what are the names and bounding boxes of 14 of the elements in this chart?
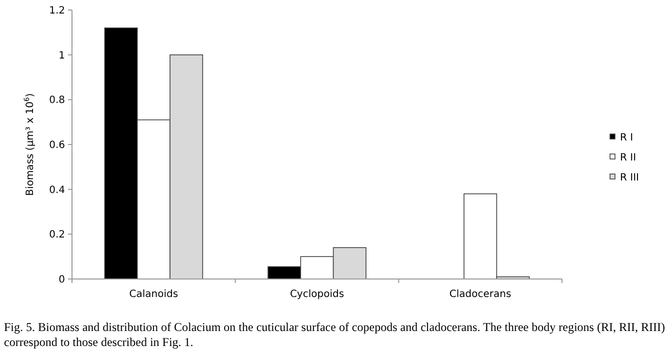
y-tick-label: 0.4 (49, 184, 65, 196)
y-tick-label: 1 (58, 50, 65, 62)
x-tick-label: Calanoids (129, 289, 178, 300)
y-tick-label: 0.2 (49, 230, 65, 241)
x-tick-label: Cyclopoids (290, 289, 344, 300)
y-tick-label: 0.8 (49, 95, 65, 106)
x-tick-label: Cladocerans (449, 289, 512, 300)
y-tick-label: 0 (58, 274, 65, 286)
y-tick-label: 1.2 (49, 6, 65, 16)
y-tick-label: 0.6 (49, 140, 65, 151)
caption: Fig. 5. Biomass and distribution of Colacium on the cuticular surface of copepods and cladocerans. The three body regions (RI, RII, RIII) correspond to those described in Fig. 1. (4, 320, 665, 350)
legend-label: R I (620, 132, 634, 144)
legend-label: R II (620, 152, 636, 164)
legend-label: R III (620, 172, 639, 184)
